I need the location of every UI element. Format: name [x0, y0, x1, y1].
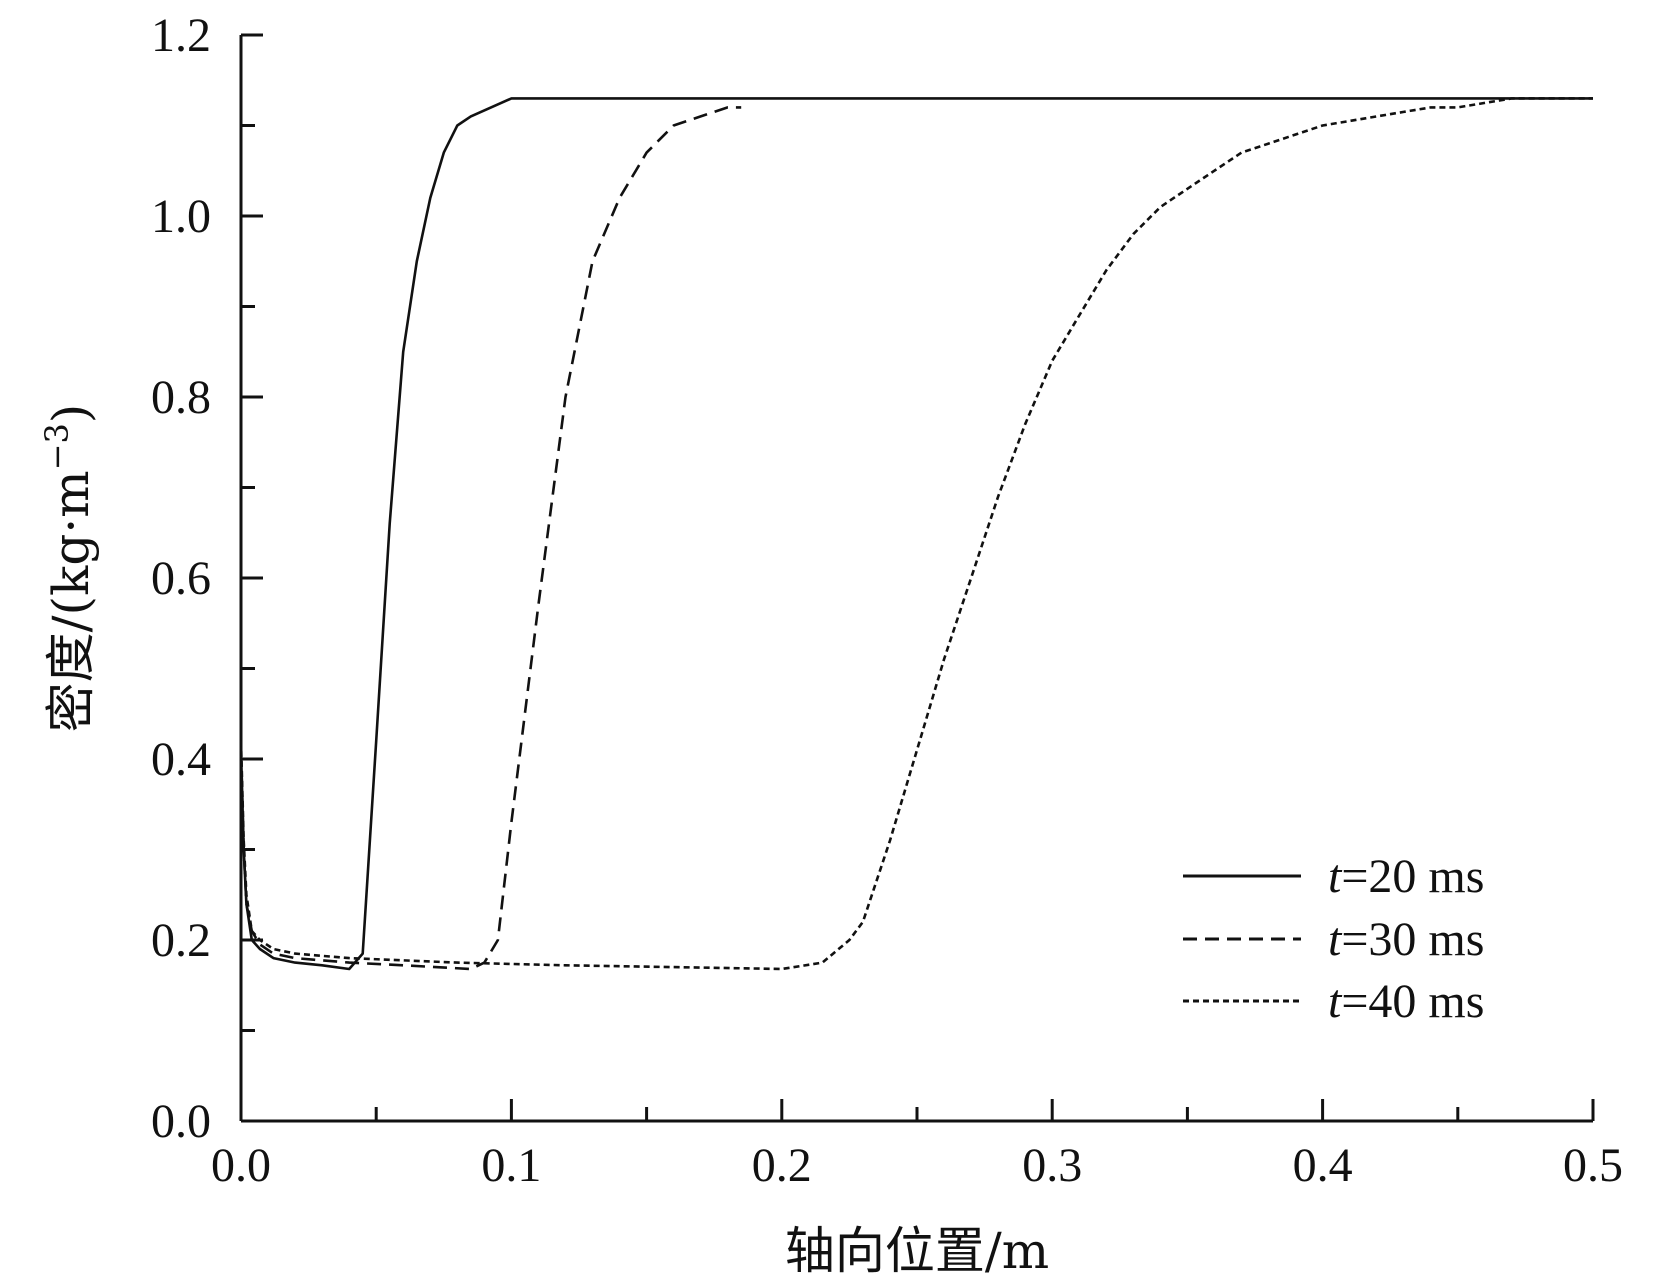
x-tick-label: 0.5	[1563, 1139, 1623, 1192]
legend-label-1: t=20 ms	[1328, 850, 1484, 903]
y-tick-label: 0.6	[151, 552, 211, 605]
y-axis-title: 密度/(kg·m−3)	[38, 404, 100, 733]
series-line-2	[239, 106, 742, 971]
legend-entry-1: t=20 ms	[1183, 850, 1484, 903]
y-axis-title-main: 密度/(kg·m	[42, 470, 100, 732]
x-axis-title: 轴向位置/m	[785, 1222, 1049, 1280]
y-axis-title-close: )	[42, 404, 100, 424]
series-layer	[239, 97, 1593, 971]
y-tick-label: 0.8	[151, 371, 211, 424]
ticks-layer	[239, 33, 1595, 1123]
x-tick-label: 0.0	[211, 1139, 271, 1192]
x-tick-label: 0.4	[1293, 1139, 1353, 1192]
series-line-3	[239, 97, 1593, 971]
x-tick-label: 0.3	[1022, 1139, 1082, 1192]
series-line-1	[239, 97, 1593, 971]
y-tick-label: 0.2	[151, 914, 211, 967]
y-tick-label: 0.0	[151, 1095, 211, 1148]
tick-labels-layer: 0.0 0.1 0.2 0.3 0.4 0.5 0.0 0.2 0.4 0.6 0.8 1.0 1.2	[151, 9, 1623, 1192]
legend-label-2: t=30 ms	[1328, 913, 1484, 966]
y-tick-label: 1.0	[151, 190, 211, 243]
y-axis-title-exponent: −3	[38, 423, 76, 470]
legend-entry-2: t=30 ms	[1183, 913, 1484, 966]
x-tick-label: 0.2	[752, 1139, 812, 1192]
y-tick-label: 1.2	[151, 9, 211, 62]
legend: t=20 ms t=30 ms t=40 ms	[1183, 850, 1484, 1028]
y-tick-label: 0.4	[151, 733, 211, 786]
x-tick-label: 0.1	[481, 1139, 541, 1192]
legend-entry-3: t=40 ms	[1183, 975, 1484, 1028]
legend-label-3: t=40 ms	[1328, 975, 1484, 1028]
